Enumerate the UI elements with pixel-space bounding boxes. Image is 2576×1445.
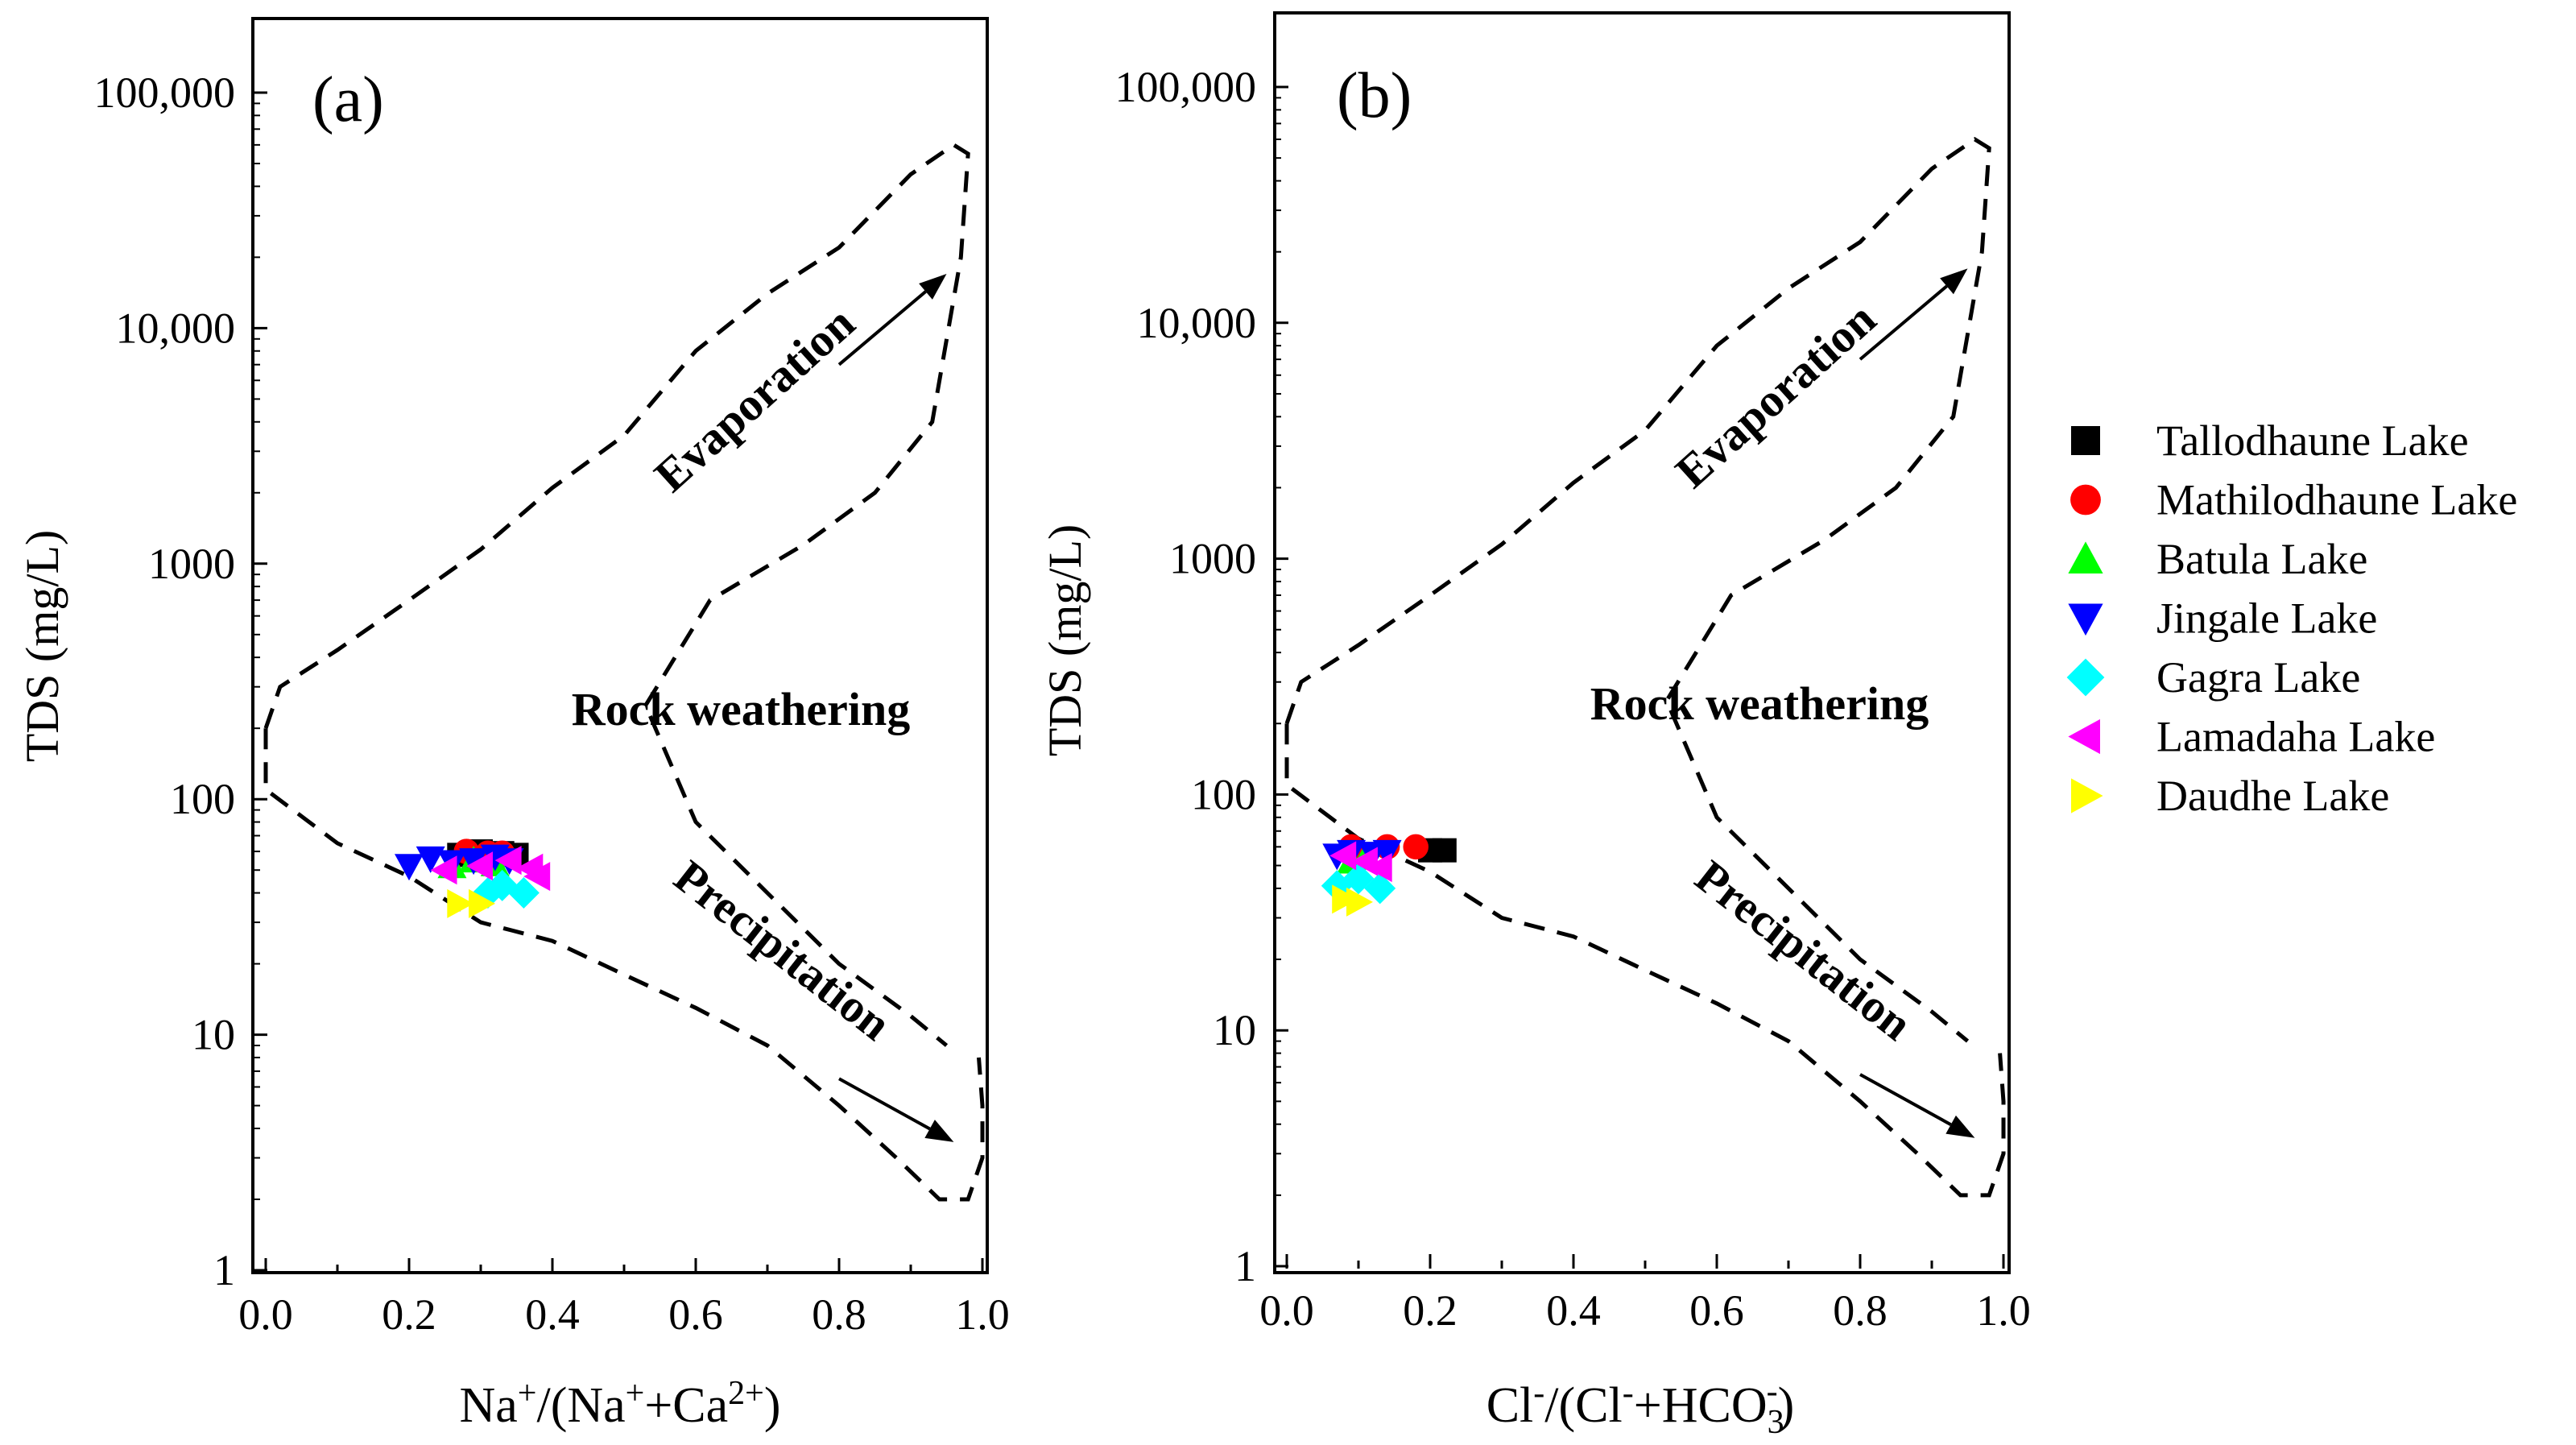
boundary-lower-line xyxy=(1284,723,2006,1198)
legend-marker-gagra-lake xyxy=(2066,658,2105,697)
y-tick-label: 10 xyxy=(1213,1006,1256,1054)
legend-marker-tallodhaune-lake xyxy=(2071,426,2100,455)
point-daudhe-lake xyxy=(1332,884,1359,914)
point-gagra-lake xyxy=(507,877,540,909)
x-tick-label: 0.6 xyxy=(668,1290,723,1339)
point-gagra-lake xyxy=(1364,872,1396,905)
point-mathilodhaune-lake xyxy=(1403,834,1429,860)
x-tick-label: 1.0 xyxy=(955,1290,1010,1339)
x-tick-label: 0.2 xyxy=(1403,1286,1458,1335)
y-tick-label: 100 xyxy=(1191,770,1256,818)
boundary-upper-line xyxy=(263,142,970,1047)
x-tick-label: 0.4 xyxy=(525,1290,580,1339)
y-tick-label: 100,000 xyxy=(1115,63,1257,111)
gibbs-boundary-a xyxy=(263,142,985,1202)
annotation-rock-weathering-b: Rock weathering xyxy=(1590,677,1929,730)
legend-label: Mathilodhaune Lake xyxy=(2156,476,2517,524)
legend-label: Batula Lake xyxy=(2156,535,2367,583)
point-lamadaha-lake xyxy=(430,855,457,885)
legend-marker-daudhe-lake xyxy=(2071,778,2103,814)
x-tick-label: 0.6 xyxy=(1689,1286,1744,1335)
ylabel-b: TDS (mg/L) xyxy=(1039,524,1091,756)
annotation-evaporation-b: Evaporation xyxy=(1665,292,1885,498)
y-tick-label: 100,000 xyxy=(94,68,236,117)
point-lamadaha-lake xyxy=(1365,853,1392,883)
y-tick-label: 1 xyxy=(213,1246,235,1294)
point-lamadaha-lake xyxy=(523,862,551,892)
y-tick-label: 10 xyxy=(192,1011,235,1059)
annotation-precipitation-a: Precipitation xyxy=(664,850,900,1050)
data-points-b xyxy=(1321,834,1457,917)
panel-b: 0.0 0.2 0.4 0.6 0.8 1.0 1 10 100 1000 10,000 100,00… xyxy=(1039,11,2031,1441)
evaporation-arrow-shaft xyxy=(1859,284,1948,361)
x-tick-label: 0.0 xyxy=(238,1290,293,1339)
data-points-a xyxy=(395,838,551,918)
annotation-precipitation-b: Precipitation xyxy=(1685,850,1921,1050)
point-jingale-lake xyxy=(1372,839,1402,867)
plot-frame-b xyxy=(1273,11,2011,1274)
y-tick-label: 10,000 xyxy=(1137,299,1257,347)
point-jingale-lake xyxy=(416,846,445,873)
legend-label: Gagra Lake xyxy=(2156,653,2360,702)
point-daudhe-lake xyxy=(447,888,474,918)
y-tick-label: 1000 xyxy=(148,540,235,588)
x-tick-label: 0.8 xyxy=(812,1290,866,1339)
legend: Tallodhaune Lake Mathilodhaune Lake Batula… xyxy=(2066,416,2517,820)
evaporation-arrow-shaft xyxy=(837,290,927,366)
precipitation-arrow-head xyxy=(1945,1115,1975,1138)
legend-label: Tallodhaune Lake xyxy=(2156,416,2469,465)
plot-frame-a xyxy=(251,17,989,1274)
precipitation-arrow-shaft xyxy=(1859,1073,1952,1126)
xlabel-a: Na+/(Na++Ca2+) xyxy=(459,1375,780,1433)
legend-marker-batula-lake xyxy=(2068,541,2103,573)
gibbs-boundary-b xyxy=(1284,137,2006,1198)
x-tick-label: 1.0 xyxy=(1976,1286,2031,1335)
legend-label: Lamadaha Lake xyxy=(2156,713,2435,761)
legend-marker-mathilodhaune-lake xyxy=(2070,484,2101,515)
y-tick-label: 1 xyxy=(1234,1242,1256,1290)
y-tick-label: 10,000 xyxy=(116,304,236,352)
precipitation-arrow-shaft xyxy=(838,1077,931,1131)
annotation-rock-weathering-a: Rock weathering xyxy=(572,683,910,735)
point-jingale-lake xyxy=(395,854,424,881)
ylabel-a: TDS (mg/L) xyxy=(16,530,68,762)
point-lamadaha-lake xyxy=(494,846,522,876)
x-tick-label: 0.4 xyxy=(1546,1286,1601,1335)
y-tick-label: 100 xyxy=(170,775,235,823)
x-tick-label: 0.2 xyxy=(382,1290,436,1339)
point-tallodhaune-lake xyxy=(1432,838,1457,863)
point-lamadaha-lake xyxy=(466,851,493,881)
xlabel-b: Cl-/(Cl-+HCO3-) xyxy=(1486,1373,1795,1441)
legend-label: Jingale Lake xyxy=(2156,594,2377,643)
panel-label-a: (a) xyxy=(312,64,384,135)
x-tick-label: 0.0 xyxy=(1259,1286,1314,1335)
axis-ticks-b: 0.0 0.2 0.4 0.6 0.8 1.0 1 10 100 1000 10,000 100,00… xyxy=(1115,63,2031,1335)
precipitation-arrow-head xyxy=(924,1120,954,1142)
point-jingale-lake xyxy=(459,848,489,876)
y-tick-label: 1000 xyxy=(1169,535,1256,583)
legend-marker-jingale-lake xyxy=(2068,603,2103,636)
point-daudhe-lake xyxy=(1346,887,1373,917)
panel-label-b: (b) xyxy=(1337,60,1412,131)
evaporation-arrow-head xyxy=(1940,268,1968,295)
boundary-lower-line xyxy=(263,728,985,1202)
point-lamadaha-lake xyxy=(1329,841,1357,871)
legend-marker-lamadaha-lake xyxy=(2068,718,2100,755)
boundary-upper-line xyxy=(1284,137,1991,1043)
evaporation-arrow-head xyxy=(919,274,947,300)
point-daudhe-lake xyxy=(469,888,495,918)
annotation-evaporation-a: Evaporation xyxy=(644,296,864,502)
x-tick-label: 0.8 xyxy=(1833,1286,1888,1335)
panel-a: 0.0 0.2 0.4 0.6 0.8 1.0 1 10 100 1000 10,000 100,00… xyxy=(16,17,1010,1433)
axis-ticks-a: 0.0 0.2 0.4 0.6 0.8 1.0 1 10 100 1000 10,000 100,00… xyxy=(94,68,1010,1339)
legend-label: Daudhe Lake xyxy=(2156,772,2389,820)
